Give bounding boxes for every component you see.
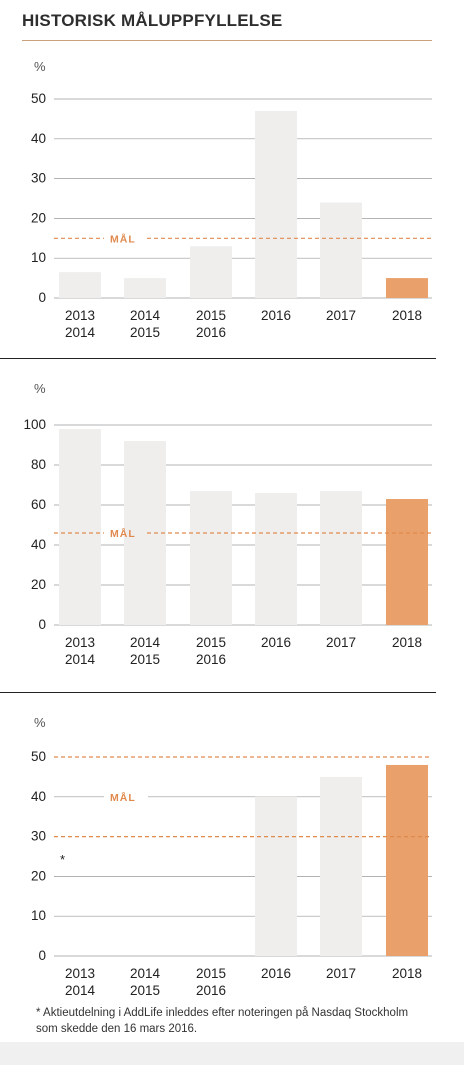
bar-2016 (255, 493, 297, 625)
y-tick-label: 40 (31, 789, 46, 804)
y-tick-label: 50 (31, 91, 46, 106)
y-tick-label: 0 (38, 948, 46, 963)
y-unit-label: % (34, 59, 46, 74)
bar-2017 (320, 491, 362, 625)
bar-2018 (386, 278, 428, 298)
page-title: HISTORISK MÅLUPPFYLLELSE (22, 11, 283, 30)
x-tick-label: 2014 (65, 983, 96, 998)
title-divider (22, 40, 432, 41)
x-tick-label: 2016 (261, 635, 291, 650)
x-tick-label: 2015 (130, 983, 160, 998)
bar-2015-2016 (190, 246, 232, 298)
y-tick-label: 100 (23, 417, 46, 432)
y-tick-label: 40 (31, 131, 46, 146)
bottom-strip (0, 1042, 464, 1065)
x-tick-label: 2016 (196, 652, 226, 667)
x-tick-label: 2017 (326, 308, 356, 323)
x-tick-label: 2015 (130, 325, 160, 340)
x-tick-label: 2017 (326, 966, 356, 981)
x-tick-label: 2018 (392, 308, 422, 323)
y-tick-label: 30 (31, 829, 46, 844)
x-tick-label: 2014 (130, 308, 161, 323)
footnote: * Aktieutdelning i AddLife inleddes efte… (36, 1007, 409, 1035)
bar-2018 (386, 499, 428, 625)
x-tick-label: 2015 (196, 308, 226, 323)
x-tick-label: 2013 (65, 966, 95, 981)
chart-2: % 0 20 40 60 80 100 MÅL 2013 2014 2014 2015 2015 2016… (23, 381, 432, 667)
bar-2017 (320, 776, 362, 956)
bar-2013-2014 (59, 272, 101, 298)
chart-separator-1 (0, 358, 436, 359)
y-tick-label: 0 (38, 617, 46, 632)
x-tick-label: 2018 (392, 635, 422, 650)
target-label: MÅL (110, 232, 136, 245)
x-tick-label: 2016 (196, 325, 226, 340)
chart-separator-2 (0, 692, 436, 693)
bar-2018 (386, 764, 428, 956)
bar-2013-2014 (59, 429, 101, 625)
x-tick-label: 2017 (326, 635, 356, 650)
chart-3: % 0 10 20 30 40 50 MÅL * 2013 2014 2014 2015 2015 2016… (31, 715, 432, 998)
y-tick-label: 40 (31, 537, 46, 552)
y-tick-label: 20 (31, 210, 46, 225)
note-marker: * (60, 852, 65, 867)
x-tick-label: 2013 (65, 635, 95, 650)
y-tick-label: 0 (38, 290, 46, 305)
x-tick-label: 2018 (392, 966, 422, 981)
x-tick-label: 2013 (65, 308, 95, 323)
bar-2016 (255, 796, 297, 956)
y-tick-label: 50 (31, 749, 46, 764)
target-label-bg (104, 789, 148, 804)
x-tick-label: 2016 (196, 983, 226, 998)
target-label: MÅL (110, 791, 136, 804)
bar-2016 (255, 110, 297, 298)
chart-1: % 0 10 20 30 40 50 MÅL 2013 2014 2014 2015 2015 2016 2… (31, 59, 432, 340)
y-unit-label: % (34, 715, 46, 730)
x-tick-label: 2014 (65, 652, 96, 667)
y-tick-label: 80 (31, 457, 46, 472)
x-tick-label: 2014 (130, 966, 161, 981)
y-tick-label: 20 (31, 868, 46, 883)
y-tick-label: 30 (31, 171, 46, 186)
y-unit-label: % (34, 381, 46, 396)
bar-2014-2015 (124, 441, 166, 625)
y-tick-label: 10 (31, 250, 46, 265)
x-tick-label: 2015 (196, 635, 226, 650)
bar-2015-2016 (190, 491, 232, 625)
x-tick-label: 2015 (130, 652, 160, 667)
x-tick-label: 2014 (65, 325, 96, 340)
target-label: MÅL (110, 527, 136, 540)
bar-2014-2015 (124, 278, 166, 298)
y-tick-label: 10 (31, 908, 46, 923)
y-tick-label: 60 (31, 497, 46, 512)
x-tick-label: 2016 (261, 308, 291, 323)
y-tick-label: 20 (31, 577, 46, 592)
x-tick-label: 2016 (261, 966, 291, 981)
bar-2017 (320, 202, 362, 298)
x-tick-label: 2014 (130, 635, 161, 650)
x-tick-label: 2015 (196, 966, 226, 981)
